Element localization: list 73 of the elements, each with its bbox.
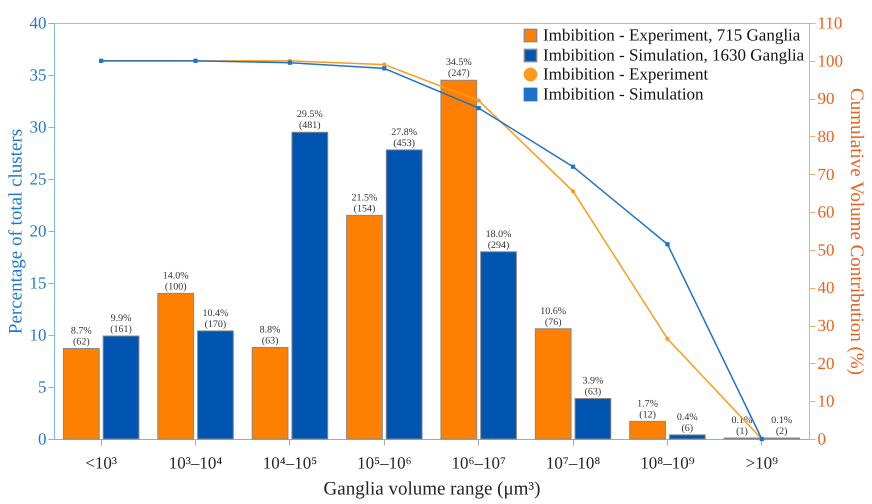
y2-tick-label: 30: [818, 316, 834, 336]
bar: [346, 214, 383, 440]
data-label: 10.4% (170): [202, 308, 228, 330]
data-label: 8.7% (62): [70, 326, 92, 348]
x-tick-label: >10⁹: [746, 454, 778, 472]
point: [570, 164, 576, 169]
data-label: 9.9% (161): [110, 313, 132, 336]
x-tick-label: 10³–10⁴: [168, 454, 222, 472]
data-label: 8.8% (63): [260, 324, 280, 346]
y-tick-label: 15: [30, 274, 46, 292]
data-label: 1.7% (12): [637, 398, 658, 420]
bar: [668, 434, 706, 440]
bar: [574, 398, 612, 440]
x-tick-label: 10⁶–10⁷: [452, 454, 506, 472]
bar: [534, 328, 572, 440]
y-tick-label: 5: [38, 378, 46, 396]
y-tick-label: 0: [38, 430, 46, 448]
bar: [480, 251, 517, 440]
data-label: 21.5% (154): [352, 192, 378, 214]
bar: [252, 346, 288, 440]
y-tick-label: 20: [30, 222, 46, 240]
y2-tick-label: 90: [818, 89, 834, 108]
point: [665, 242, 670, 246]
x-tick-label: 10⁷–10⁸: [546, 454, 600, 472]
point: [476, 98, 481, 103]
y2-tick-label: 10: [818, 392, 834, 411]
bar: [102, 336, 140, 440]
bar: [386, 149, 423, 440]
legend-label: Imbibition - Simulation: [543, 84, 704, 104]
legend-label: Imbibition - Experiment: [543, 64, 709, 84]
point: [382, 66, 386, 71]
x-tick-label: <10³: [85, 454, 118, 472]
y2-tick-label: 70: [818, 164, 834, 184]
data-label: 18.0% (294): [486, 228, 512, 251]
x-tick-label: 10⁸–10⁹: [640, 454, 695, 472]
point: [382, 62, 386, 67]
data-label: 3.9% (63): [582, 375, 604, 398]
y-tick-label: 10: [30, 326, 46, 344]
x-tick-label: 10⁴–10⁵: [262, 454, 318, 472]
data-label: 29.5% (481): [296, 109, 323, 132]
point: [665, 336, 670, 341]
bar: [197, 330, 234, 440]
y2-axis-title: Cumulative Volume Contribution (%): [846, 88, 867, 375]
x-tick-label: 10⁵–10⁶: [357, 454, 412, 472]
legend-label: Imbibition - Experiment, 715 Ganglia: [543, 26, 801, 44]
x-axis-title: Ganglia volume range (μm³): [324, 478, 540, 500]
y2-tick-label: 0: [818, 430, 826, 448]
data-label: 0.1% (2): [771, 414, 792, 437]
data-label: 10.6% (76): [540, 306, 566, 328]
y-axis-title: Percentage of total clusters: [6, 128, 26, 334]
y-tick-label: 35: [30, 66, 46, 84]
y2-tick-label: 40: [818, 278, 834, 298]
legend-label: Imbibition - Simulation, 1630 Ganglia: [543, 46, 805, 64]
y-tick-label: 25: [30, 170, 46, 188]
bar: [440, 80, 478, 440]
bar: [629, 420, 666, 440]
data-label: 0.4% (6): [676, 412, 698, 434]
point: [476, 106, 481, 110]
y2-tick-label: 80: [818, 126, 834, 146]
y2-tick-label: 60: [818, 202, 834, 222]
y-tick-label: 30: [30, 118, 46, 136]
data-label: 14.0% (100): [162, 270, 189, 292]
y2-tick-label: 20: [818, 354, 834, 373]
point: [570, 189, 576, 194]
data-label: 27.8% (453): [391, 126, 418, 149]
y-tick-label: 40: [30, 14, 46, 32]
bar: [62, 348, 100, 440]
bar: [291, 132, 328, 440]
y2-tick-label: 110: [818, 14, 842, 32]
y2-tick-label: 50: [818, 240, 834, 260]
bar: [157, 292, 194, 440]
data-label: 34.5% (247): [446, 57, 472, 80]
y2-tick-label: 100: [818, 51, 843, 70]
